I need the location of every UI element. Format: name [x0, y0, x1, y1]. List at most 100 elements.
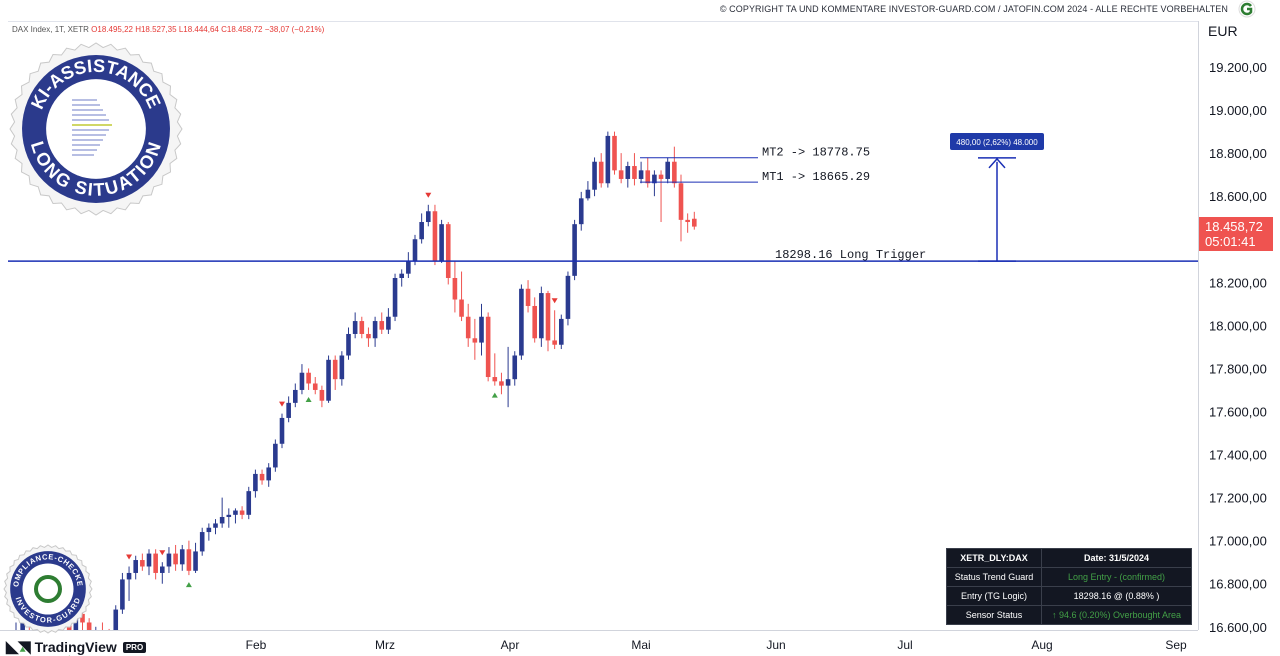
candle-body[interactable] [618, 170, 624, 179]
candle-body[interactable] [299, 372, 305, 390]
candle-body[interactable] [352, 321, 358, 334]
candle-body[interactable] [559, 318, 564, 345]
candle-body[interactable] [346, 333, 351, 356]
candle-body[interactable] [239, 510, 245, 515]
candle-body[interactable] [585, 189, 591, 199]
candle-body[interactable] [206, 527, 212, 533]
candle-body[interactable] [319, 389, 325, 401]
candle-body[interactable] [625, 166, 631, 179]
chart-pane[interactable] [8, 21, 1198, 630]
currency-label[interactable]: EUR [1208, 23, 1238, 39]
candle-body[interactable] [339, 355, 345, 380]
candle-body[interactable] [286, 402, 291, 418]
candle-body[interactable] [379, 321, 385, 330]
time-axis[interactable] [0, 630, 1198, 656]
candle-body[interactable] [100, 631, 105, 635]
candle-body[interactable] [552, 340, 557, 345]
candle-body[interactable] [359, 321, 365, 334]
candle-body[interactable] [452, 277, 458, 300]
candle-body[interactable] [146, 553, 152, 567]
candle-body[interactable] [259, 473, 265, 481]
candle-body[interactable] [392, 277, 398, 317]
candle-body[interactable] [419, 222, 424, 240]
candle-body[interactable] [246, 491, 252, 515]
candle-body[interactable] [512, 355, 518, 380]
candle-body[interactable] [366, 333, 371, 339]
candle-body[interactable] [273, 443, 278, 468]
candle-body[interactable] [173, 553, 178, 565]
candle-body[interactable] [539, 293, 544, 339]
candle-body[interactable] [532, 305, 537, 339]
candle-body[interactable] [233, 510, 238, 515]
candle-body[interactable] [678, 183, 684, 220]
candle-body[interactable] [485, 316, 491, 378]
candle-body[interactable] [459, 299, 464, 317]
candle-body[interactable] [372, 321, 378, 339]
candle-body[interactable] [266, 467, 271, 481]
candle-body[interactable] [412, 239, 418, 261]
candle-body[interactable] [492, 377, 498, 382]
candle-body[interactable] [399, 273, 404, 278]
candle-body[interactable] [213, 523, 218, 528]
candle-body[interactable] [665, 161, 670, 179]
candle-body[interactable] [432, 211, 438, 261]
candle-body[interactable] [219, 516, 225, 524]
candle-body[interactable] [612, 135, 617, 171]
candle-body[interactable] [293, 389, 298, 403]
candle-body[interactable] [632, 166, 637, 179]
buy-marker-icon [185, 582, 192, 588]
candle-body[interactable] [519, 288, 524, 356]
candle-body[interactable] [126, 572, 132, 580]
candle-body[interactable] [672, 161, 677, 184]
candle-body[interactable] [445, 224, 451, 278]
candle-body[interactable] [253, 473, 258, 492]
candle-body[interactable] [692, 218, 697, 227]
candle-body[interactable] [166, 553, 172, 567]
price-axis[interactable] [1198, 21, 1280, 630]
candle-body[interactable] [226, 514, 232, 517]
candle-body[interactable] [465, 316, 471, 339]
candle-body[interactable] [86, 622, 92, 635]
candle-body[interactable] [279, 417, 285, 444]
candle-body[interactable] [605, 135, 611, 184]
status-value: Date: 31/5/2024 [1041, 548, 1192, 568]
candle-body[interactable] [685, 219, 690, 223]
candle-body[interactable] [186, 549, 192, 571]
candle-body[interactable] [572, 224, 577, 276]
symbol-name[interactable]: DAX Index, 1T, XETR [12, 25, 89, 34]
candle-body[interactable] [578, 198, 584, 225]
candle-body[interactable] [326, 359, 331, 401]
candle-body[interactable] [193, 551, 198, 571]
candle-body[interactable] [113, 609, 119, 640]
candle-body[interactable] [386, 316, 391, 330]
candle-body[interactable] [406, 260, 411, 274]
tradingview-logo[interactable]: ◣◥ TradingView PRO [6, 637, 147, 656]
candle-body[interactable] [120, 579, 125, 610]
candle-body[interactable] [652, 174, 657, 184]
candle-body[interactable] [638, 170, 644, 179]
candle-body[interactable] [94, 631, 99, 635]
candle-body[interactable] [153, 553, 158, 573]
candle-body[interactable] [312, 383, 318, 390]
candle-body[interactable] [505, 379, 511, 386]
candle-body[interactable] [479, 316, 484, 343]
candle-body[interactable] [199, 532, 205, 552]
candle-body[interactable] [133, 560, 138, 573]
candle-body[interactable] [565, 275, 571, 319]
candle-body[interactable] [179, 549, 185, 565]
candle-body[interactable] [658, 174, 664, 179]
candle-body[interactable] [140, 560, 145, 567]
candle-body[interactable] [80, 613, 85, 623]
candle-body[interactable] [525, 288, 531, 306]
candle-body[interactable] [306, 372, 311, 384]
candle-body[interactable] [499, 381, 504, 386]
candle-body[interactable] [598, 161, 604, 184]
candle-body[interactable] [439, 224, 444, 261]
candle-body[interactable] [160, 566, 165, 573]
candle-body[interactable] [472, 338, 478, 343]
candle-body[interactable] [592, 161, 597, 190]
candle-body[interactable] [545, 293, 551, 341]
candle-body[interactable] [645, 170, 651, 184]
candle-body[interactable] [426, 211, 431, 223]
candle-body[interactable] [332, 359, 338, 380]
